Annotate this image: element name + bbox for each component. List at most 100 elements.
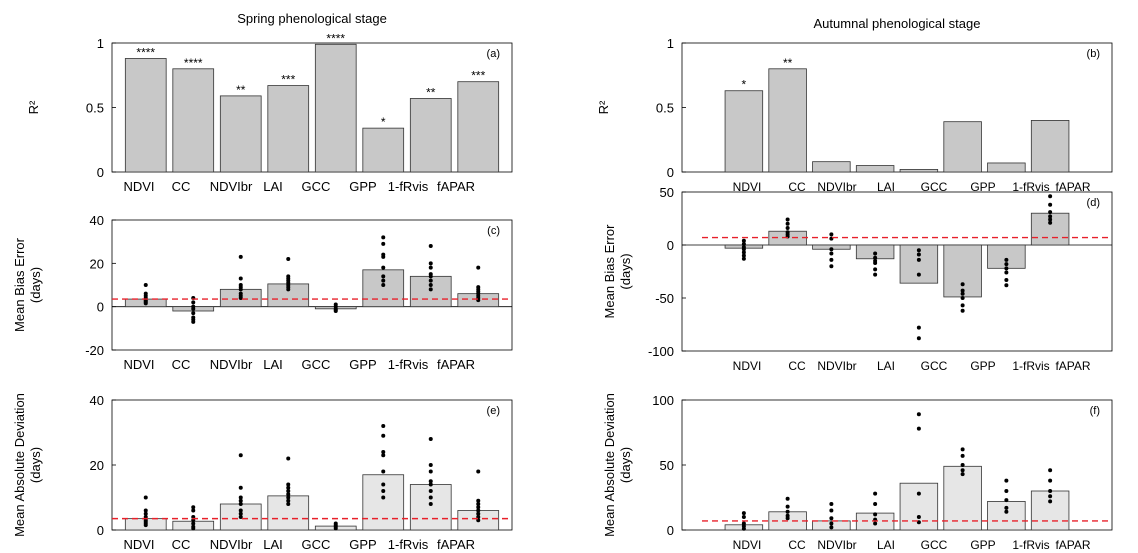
data-point [916,515,921,519]
data-point [1004,509,1009,514]
category-label: 1-fRvis [388,537,429,552]
y-axis-label: Mean Bias Error(days) [602,224,633,319]
panel-label: (c) [487,225,500,237]
data-point [476,511,481,516]
data-point [143,523,148,528]
data-point [873,502,878,506]
significance-label: ** [236,83,246,97]
data-point [286,485,291,490]
data-point [143,508,148,513]
significance-label: **** [326,31,345,45]
y-axis-label-line: R² [26,100,41,114]
data-point [785,221,790,226]
category-label: NDVIbr [817,180,856,194]
y-tick-label: 0 [97,523,104,538]
data-point [428,495,433,500]
data-point [428,463,433,467]
category-label: NDVI [733,538,762,552]
y-axis-label: Mean Absolute Deviation(days) [602,393,633,537]
data-point [829,257,834,262]
data-point [873,512,878,517]
data-point [428,244,433,248]
data-point [238,453,243,458]
chart-panel-e: 0 20 40 Mean Absolute Deviation(days) (e) NDV… [12,393,513,552]
data-point [143,283,148,287]
y-axis-label: R² [596,100,611,114]
panel-label: (e) [487,405,500,417]
data-point [960,303,965,308]
data-point [873,521,878,526]
data-point [1004,498,1009,503]
data-point [785,217,790,222]
data-point [960,282,965,287]
data-point [286,489,291,493]
data-point [238,287,243,292]
data-point [1004,257,1009,262]
data-point [829,502,834,506]
data-point [381,433,386,438]
data-point [428,482,433,487]
data-point [238,296,243,300]
data-point [191,521,196,526]
data-point [238,495,243,500]
category-label: fAPAR [1055,359,1090,373]
data-point [785,226,790,231]
data-point [741,253,746,258]
y-tick-label: 20 [90,458,104,473]
axes-frame [111,219,513,351]
bar [943,465,982,531]
data-point [916,491,921,496]
data-point [381,453,386,458]
data-point [286,287,291,292]
data-point [428,278,433,283]
data-point [916,412,921,417]
category-label: NDVI [733,359,762,373]
data-point [741,241,746,246]
significance-label: *** [281,73,295,87]
axes-frame [681,191,1113,352]
data-point [1048,499,1053,504]
data-point [873,255,878,260]
data-point [873,267,878,272]
data-point [1048,478,1053,483]
data-point [428,265,433,270]
data-point [143,301,148,306]
data-point [741,250,746,255]
category-label: 1-fRvis [388,357,429,372]
data-point [1048,494,1053,499]
data-point [1004,478,1009,483]
data-point [1004,266,1009,271]
y-axis-label: Mean Bias Error(days) [12,237,43,332]
data-point [381,274,386,279]
data-point [829,525,834,530]
data-point [381,254,386,259]
category-label: NDVI [123,357,154,372]
data-point [381,241,386,246]
data-point [916,257,921,262]
significance-label: **** [184,56,203,70]
bar [855,165,895,173]
category-label: LAI [877,180,895,194]
bar [899,169,939,173]
y-tick-label: 50 [660,185,674,200]
data-point [785,516,790,521]
y-tick-label: 50 [660,458,674,473]
category-label: NDVIbr [210,357,253,372]
category-label: GPP [349,179,376,194]
y-axis-label-line: Mean Absolute Deviation [12,393,27,537]
y-tick-label: 0 [97,300,104,315]
data-point [476,265,481,270]
data-point [960,288,965,293]
data-point [829,516,834,521]
data-point [428,287,433,292]
bar [812,161,851,173]
category-label: GPP [970,359,995,373]
data-point [829,264,834,269]
chart-panel-c: -20 0 20 40 Mean Bias Error(days) (c) NDVI CC ND… [12,213,513,372]
bar [457,81,500,173]
data-point [381,495,386,500]
data-point [191,300,196,305]
data-point [143,495,148,500]
data-point [1004,262,1009,267]
